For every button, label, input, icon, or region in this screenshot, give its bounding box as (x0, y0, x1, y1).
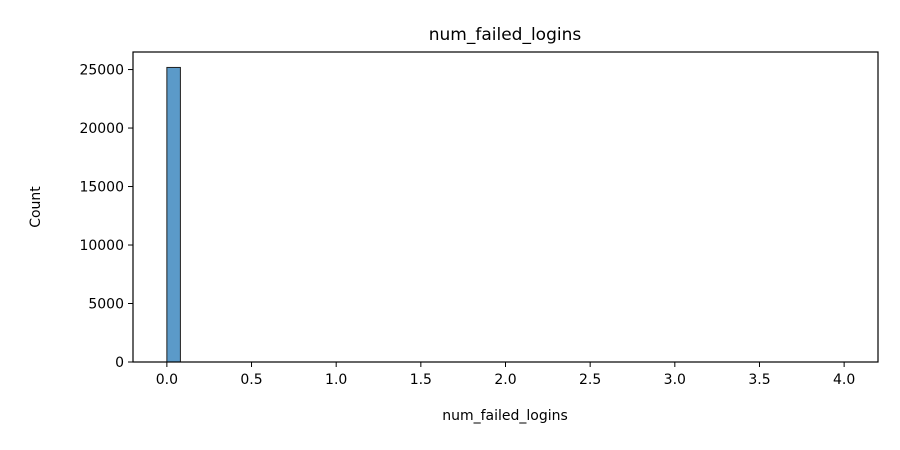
chart-title: num_failed_logins (429, 25, 582, 45)
y-tick-label: 5000 (88, 297, 124, 313)
y-tick-label: 10000 (79, 238, 124, 254)
x-tick-label: 1.5 (410, 372, 432, 388)
x-tick-label: 0.0 (156, 372, 178, 388)
y-tick-label: 20000 (79, 121, 124, 137)
x-tick-label: 3.5 (748, 372, 770, 388)
y-axis-label: Count (28, 186, 44, 228)
x-tick-label: 3.0 (664, 372, 686, 388)
x-axis-ticks: 0.0 0.5 1.0 1.5 2.0 2.5 3.0 3.5 4.0 (156, 362, 855, 388)
x-tick-label: 2.5 (579, 372, 601, 388)
x-tick-label: 4.0 (833, 372, 855, 388)
y-axis-ticks: 0 5000 10000 15000 20000 25000 (79, 63, 133, 371)
y-tick-label: 0 (115, 355, 124, 371)
x-tick-label: 2.0 (494, 372, 516, 388)
plot-area-frame (132, 51, 879, 363)
y-tick-label: 15000 (79, 180, 124, 196)
bars-layer (166, 66, 181, 363)
x-tick-label: 1.0 (325, 372, 347, 388)
histogram-bar-0 (166, 66, 181, 363)
x-axis-label: num_failed_logins (442, 408, 568, 424)
y-tick-label: 25000 (79, 63, 124, 79)
x-tick-label: 0.5 (240, 372, 262, 388)
